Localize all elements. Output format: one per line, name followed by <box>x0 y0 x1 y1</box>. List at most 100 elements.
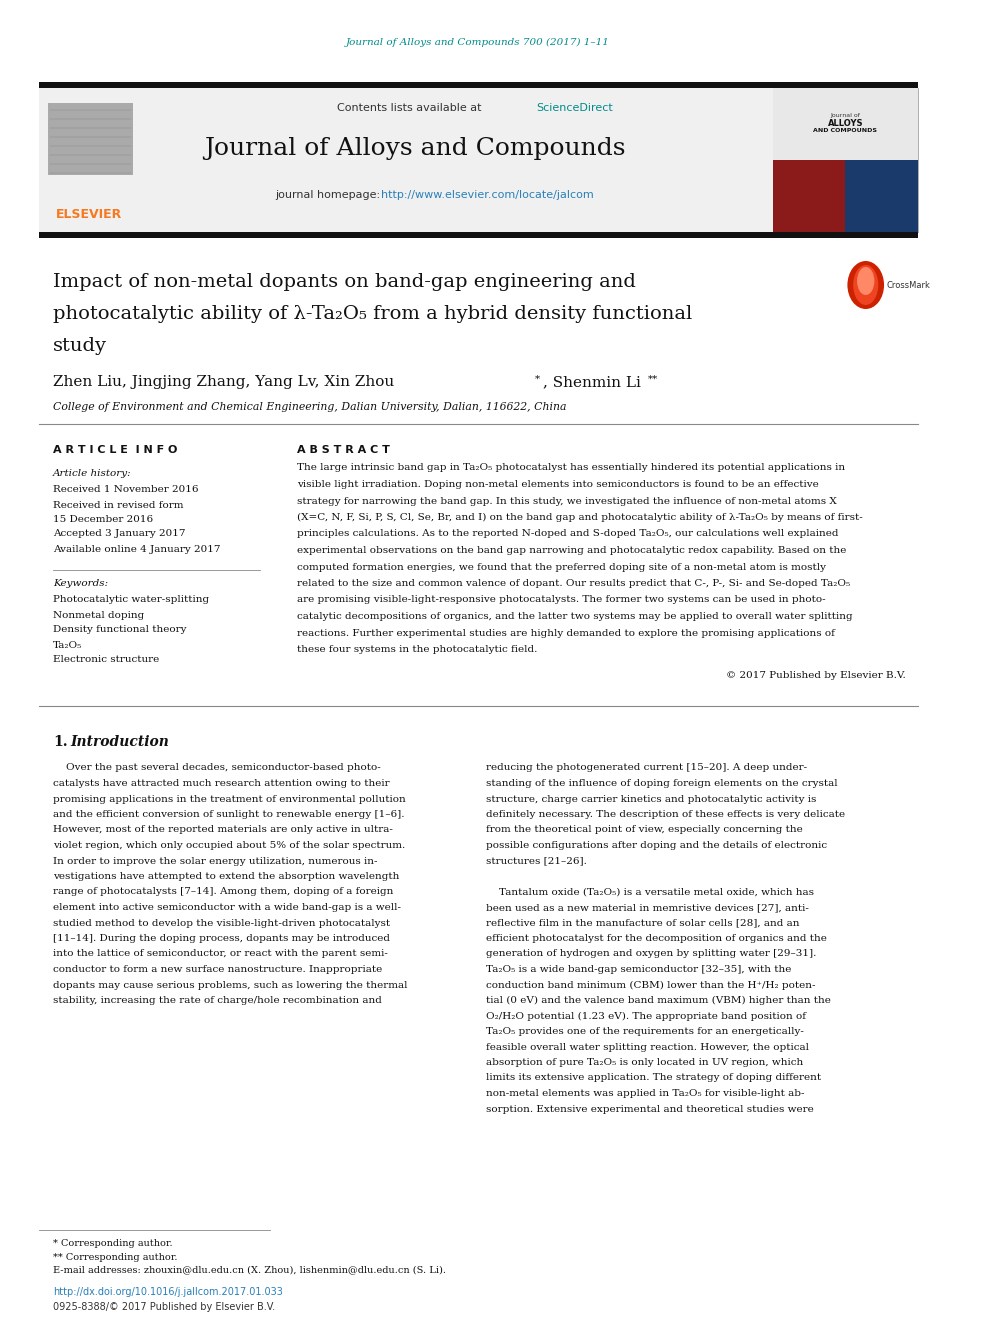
Bar <box>39 82 918 89</box>
Text: tial (0 eV) and the valence band maximum (VBM) higher than the: tial (0 eV) and the valence band maximum… <box>486 996 830 1005</box>
Text: definitely necessary. The description of these effects is very delicate: definitely necessary. The description of… <box>486 810 845 819</box>
Text: A B S T R A C T: A B S T R A C T <box>297 445 390 455</box>
Text: Impact of non-metal dopants on band-gap engineering and: Impact of non-metal dopants on band-gap … <box>53 273 636 291</box>
Text: AND COMPOUNDS: AND COMPOUNDS <box>813 128 878 134</box>
Text: Article history:: Article history: <box>53 470 132 479</box>
Text: reducing the photogenerated current [15–20]. A deep under-: reducing the photogenerated current [15–… <box>486 763 807 773</box>
Text: sorption. Extensive experimental and theoretical studies were: sorption. Extensive experimental and the… <box>486 1105 813 1114</box>
Ellipse shape <box>847 261 884 310</box>
Text: The large intrinsic band gap in Ta₂O₅ photocatalyst has essentially hindered its: The large intrinsic band gap in Ta₂O₅ ph… <box>297 463 845 472</box>
Text: *: * <box>535 374 541 384</box>
Text: http://www.elsevier.com/locate/jalcom: http://www.elsevier.com/locate/jalcom <box>381 191 593 200</box>
Text: Journal of Alloys and Compounds: Journal of Alloys and Compounds <box>203 136 625 160</box>
Text: structure, charge carrier kinetics and photocatalytic activity is: structure, charge carrier kinetics and p… <box>486 795 816 803</box>
Text: non-metal elements was applied in Ta₂O₅ for visible-light ab-: non-metal elements was applied in Ta₂O₅ … <box>486 1089 805 1098</box>
Text: Accepted 3 January 2017: Accepted 3 January 2017 <box>53 529 186 538</box>
Text: 0925-8388/© 2017 Published by Elsevier B.V.: 0925-8388/© 2017 Published by Elsevier B… <box>53 1302 275 1312</box>
Text: into the lattice of semiconductor, or react with the parent semi-: into the lattice of semiconductor, or re… <box>53 950 388 958</box>
Bar <box>773 160 845 232</box>
Text: , Shenmin Li: , Shenmin Li <box>543 374 641 389</box>
Text: violet region, which only occupied about 5% of the solar spectrum.: violet region, which only occupied about… <box>53 841 406 849</box>
Text: photocatalytic ability of λ-Ta₂O₅ from a hybrid density functional: photocatalytic ability of λ-Ta₂O₅ from a… <box>53 306 692 323</box>
Text: Ta₂O₅: Ta₂O₅ <box>53 640 82 650</box>
Text: vestigations have attempted to extend the absorption wavelength: vestigations have attempted to extend th… <box>53 872 400 881</box>
Text: However, most of the reported materials are only active in ultra-: However, most of the reported materials … <box>53 826 393 835</box>
Text: limits its extensive application. The strategy of doping different: limits its extensive application. The st… <box>486 1073 821 1082</box>
Text: generation of hydrogen and oxygen by splitting water [29–31].: generation of hydrogen and oxygen by spl… <box>486 950 816 958</box>
Text: ** Corresponding author.: ** Corresponding author. <box>53 1253 178 1262</box>
Text: structures [21–26].: structures [21–26]. <box>486 856 586 865</box>
Text: Ta₂O₅ provides one of the requirements for an energetically-: Ta₂O₅ provides one of the requirements f… <box>486 1027 804 1036</box>
Text: reflective film in the manufacture of solar cells [28], and an: reflective film in the manufacture of so… <box>486 918 800 927</box>
Text: (X=C, N, F, Si, P, S, Cl, Se, Br, and I) on the band gap and photocatalytic abil: (X=C, N, F, Si, P, S, Cl, Se, Br, and I)… <box>297 513 863 523</box>
Text: journal homepage:: journal homepage: <box>275 191 383 200</box>
Text: Tantalum oxide (Ta₂O₅) is a versatile metal oxide, which has: Tantalum oxide (Ta₂O₅) is a versatile me… <box>486 888 813 897</box>
Text: Introduction: Introduction <box>70 736 170 749</box>
Text: © 2017 Published by Elsevier B.V.: © 2017 Published by Elsevier B.V. <box>726 672 907 680</box>
Text: dopants may cause serious problems, such as lowering the thermal: dopants may cause serious problems, such… <box>53 980 408 990</box>
Text: College of Environment and Chemical Engineering, Dalian University, Dalian, 1166: College of Environment and Chemical Engi… <box>53 402 566 411</box>
Text: A R T I C L E  I N F O: A R T I C L E I N F O <box>53 445 178 455</box>
Text: stability, increasing the rate of charge/hole recombination and: stability, increasing the rate of charge… <box>53 996 382 1005</box>
Text: In order to improve the solar energy utilization, numerous in-: In order to improve the solar energy uti… <box>53 856 378 865</box>
Text: Density functional theory: Density functional theory <box>53 626 186 635</box>
Text: Keywords:: Keywords: <box>53 579 108 589</box>
Text: absorption of pure Ta₂O₅ is only located in UV region, which: absorption of pure Ta₂O₅ is only located… <box>486 1058 804 1068</box>
Bar <box>39 232 918 238</box>
Text: these four systems in the photocatalytic field.: these four systems in the photocatalytic… <box>297 646 538 654</box>
Text: possible configurations after doping and the details of electronic: possible configurations after doping and… <box>486 841 827 849</box>
Text: Journal of: Journal of <box>830 112 860 118</box>
Text: feasible overall water splitting reaction. However, the optical: feasible overall water splitting reactio… <box>486 1043 808 1052</box>
Text: Received 1 November 2016: Received 1 November 2016 <box>53 486 198 495</box>
Text: Ta₂O₅ is a wide band-gap semiconductor [32–35], with the: Ta₂O₅ is a wide band-gap semiconductor [… <box>486 964 792 974</box>
Text: standing of the influence of doping foreign elements on the crystal: standing of the influence of doping fore… <box>486 779 837 789</box>
Text: ScienceDirect: ScienceDirect <box>536 103 613 112</box>
Text: conduction band minimum (CBM) lower than the H⁺/H₂ poten-: conduction band minimum (CBM) lower than… <box>486 980 815 990</box>
Ellipse shape <box>857 267 874 295</box>
Text: 1.: 1. <box>53 736 67 749</box>
Text: Nonmetal doping: Nonmetal doping <box>53 610 144 619</box>
Text: * Corresponding author.: * Corresponding author. <box>53 1240 173 1249</box>
Text: Over the past several decades, semiconductor-based photo-: Over the past several decades, semicondu… <box>53 763 381 773</box>
Text: catalysts have attracted much research attention owing to their: catalysts have attracted much research a… <box>53 779 390 789</box>
Text: principles calculations. As to the reported N-doped and S-doped Ta₂O₅, our calcu: principles calculations. As to the repor… <box>297 529 838 538</box>
Text: Available online 4 January 2017: Available online 4 January 2017 <box>53 545 220 553</box>
Text: O₂/H₂O potential (1.23 eV). The appropriate band position of: O₂/H₂O potential (1.23 eV). The appropri… <box>486 1012 806 1020</box>
Text: range of photocatalysts [7–14]. Among them, doping of a foreign: range of photocatalysts [7–14]. Among th… <box>53 888 394 897</box>
Text: efficient photocatalyst for the decomposition of organics and the: efficient photocatalyst for the decompos… <box>486 934 826 943</box>
Text: ELSEVIER: ELSEVIER <box>56 209 122 221</box>
Text: Journal of Alloys and Compounds 700 (2017) 1–11: Journal of Alloys and Compounds 700 (201… <box>346 37 610 46</box>
Text: Zhen Liu, Jingjing Zhang, Yang Lv, Xin Zhou: Zhen Liu, Jingjing Zhang, Yang Lv, Xin Z… <box>53 374 394 389</box>
Ellipse shape <box>853 265 878 306</box>
Text: Photocatalytic water-splitting: Photocatalytic water-splitting <box>53 595 209 605</box>
Text: Contents lists available at: Contents lists available at <box>337 103 485 112</box>
Text: promising applications in the treatment of environmental pollution: promising applications in the treatment … <box>53 795 406 803</box>
Bar <box>49 103 133 175</box>
Text: [11–14]. During the doping process, dopants may be introduced: [11–14]. During the doping process, dopa… <box>53 934 390 943</box>
Text: study: study <box>53 337 107 355</box>
Text: are promising visible-light-responsive photocatalysts. The former two systems ca: are promising visible-light-responsive p… <box>297 595 825 605</box>
Text: visible light irradiation. Doping non-metal elements into semiconductors is foun: visible light irradiation. Doping non-me… <box>297 480 818 490</box>
Text: catalytic decompositions of organics, and the latter two systems may be applied : catalytic decompositions of organics, an… <box>297 613 852 620</box>
Text: been used as a new material in memristive devices [27], anti-: been used as a new material in memristiv… <box>486 904 808 912</box>
Text: http://dx.doi.org/10.1016/j.jallcom.2017.01.033: http://dx.doi.org/10.1016/j.jallcom.2017… <box>53 1287 283 1297</box>
Text: E-mail addresses: zhouxin@dlu.edu.cn (X. Zhou), lishenmin@dlu.edu.cn (S. Li).: E-mail addresses: zhouxin@dlu.edu.cn (X.… <box>53 1266 446 1274</box>
Text: related to the size and common valence of dopant. Our results predict that C-, P: related to the size and common valence o… <box>297 579 850 587</box>
Text: Received in revised form: Received in revised form <box>53 500 184 509</box>
Text: **: ** <box>648 374 658 384</box>
Text: CrossMark: CrossMark <box>887 280 930 290</box>
Bar <box>39 89 773 232</box>
Text: from the theoretical point of view, especially concerning the: from the theoretical point of view, espe… <box>486 826 803 835</box>
Bar <box>773 89 918 232</box>
Text: strategy for narrowing the band gap. In this study, we investigated the influenc: strategy for narrowing the band gap. In … <box>297 496 836 505</box>
Text: reactions. Further experimental studies are highly demanded to explore the promi: reactions. Further experimental studies … <box>297 628 835 638</box>
Bar <box>845 160 918 232</box>
Bar <box>773 89 918 160</box>
Text: computed formation energies, we found that the preferred doping site of a non-me: computed formation energies, we found th… <box>297 562 826 572</box>
Text: Electronic structure: Electronic structure <box>53 655 160 664</box>
Text: and the efficient conversion of sunlight to renewable energy [1–6].: and the efficient conversion of sunlight… <box>53 810 405 819</box>
Text: 15 December 2016: 15 December 2016 <box>53 515 153 524</box>
Text: ALLOYS: ALLOYS <box>827 119 863 127</box>
Text: experimental observations on the band gap narrowing and photocatalytic redox cap: experimental observations on the band ga… <box>297 546 846 556</box>
Text: conductor to form a new surface nanostructure. Inappropriate: conductor to form a new surface nanostru… <box>53 964 382 974</box>
